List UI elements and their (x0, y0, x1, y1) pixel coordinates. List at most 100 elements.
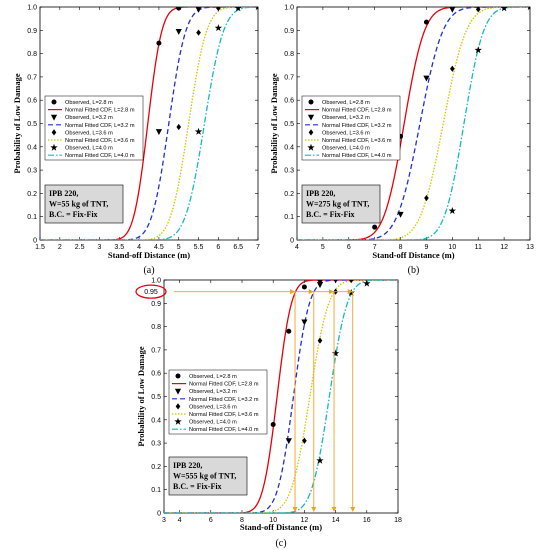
x-tick-label: 4 (295, 244, 299, 251)
annotation-arrow-right (290, 289, 296, 295)
y-tick-label: 0.1 (27, 214, 37, 221)
y-tick-label: 0.8 (151, 324, 161, 331)
observed-point-4 (331, 349, 340, 357)
legend-marker (50, 143, 58, 151)
observed-point-2 (423, 75, 430, 82)
fitted-cdf-line-4 (164, 280, 398, 513)
legend-marker (50, 114, 58, 121)
y-tick-label: 0.2 (27, 191, 37, 198)
x-tick-label: 16 (363, 517, 371, 524)
x-tick-label: 9 (424, 244, 428, 251)
y-tick-label: 0.3 (151, 441, 161, 448)
x-tick-label: 13 (526, 244, 534, 251)
observed-point-3 (216, 7, 221, 12)
observed-point-4 (527, 7, 530, 11)
x-axis-title: Stand-off Distance (m) (108, 250, 190, 260)
observed-point-4 (255, 7, 258, 11)
annotation-arrow-down (331, 507, 337, 512)
legend: Observed, L=2.8 m Normal Fitted CDF, L=2.… (44, 95, 144, 161)
legend-entry-fitted: Normal Fitted CDF, L=3.2 m (322, 123, 392, 129)
fitted-cdf-line-4 (297, 7, 530, 240)
chart-panel-2: 4 5 6 7 8 9 10 11 12 13 0 0.1 0.2 0.3 0.4 0.5 0.6 0.7 0.8 0… (269, 5, 534, 277)
x-tick-label: 6 (347, 244, 351, 251)
observed-point-2 (333, 280, 338, 284)
observed-point-1 (270, 421, 276, 427)
observed-point-2 (397, 211, 404, 218)
legend-entry-observed: Observed, L=2.8 m (322, 100, 370, 106)
observed-point-4 (194, 127, 203, 135)
annotation-arrow-right (329, 289, 335, 295)
info-box-line: W=275 kg of TNT, (306, 200, 369, 209)
y-tick-label: 0.3 (284, 168, 294, 175)
legend-entry-fitted: Normal Fitted CDF, L=2.8 m (322, 108, 392, 114)
y-tick-label: 0.2 (151, 464, 161, 471)
x-tick-label: 5 (321, 244, 325, 251)
observed-point-1 (372, 224, 378, 230)
x-tick-label: 5 (177, 244, 181, 251)
observed-point-2 (285, 438, 292, 445)
legend-entry-observed: Observed, L=4.0 m (65, 146, 113, 152)
legend-entry-observed: Observed, L=4.0 m (189, 420, 237, 426)
y-tick-label: 0 (33, 238, 37, 245)
x-tick-label: 7 (373, 244, 377, 251)
y-tick-label: 0.6 (151, 371, 161, 378)
x-tick-label: 6 (209, 517, 213, 524)
fitted-cdf-line-2 (297, 7, 530, 240)
x-tick-label: 10 (269, 517, 277, 524)
observed-point-2 (301, 319, 308, 326)
x-tick-label: 8 (240, 517, 244, 524)
y-tick-label: 0 (157, 511, 161, 518)
observed-point-4 (474, 46, 482, 54)
plot-area (297, 7, 530, 240)
y-tick-label: 0.5 (27, 121, 37, 128)
info-box-line: B.C. = Fix-Fix (49, 210, 98, 219)
x-tick-label: 14 (332, 517, 340, 524)
info-box-line: B.C. = Fix-Fix (306, 210, 355, 219)
legend-marker (308, 99, 314, 105)
observed-point-4 (448, 207, 457, 215)
y-tick-label: 0.5 (151, 394, 161, 401)
x-tick-label: 6.5 (233, 244, 243, 251)
plot-area (164, 280, 398, 513)
legend-entry-fitted: Normal Fitted CDF, L=4.0 m (322, 153, 392, 159)
chart-panel-3: 3 4 6 8 10 12 14 16 18 0 0.1 0.2 0.3 0.4 0.5 0.6 0.7 0.8 0… (135, 278, 402, 549)
observed-point-4 (363, 280, 371, 287)
info-box-line: IPB 220, (173, 461, 202, 470)
observed-point-1 (423, 19, 429, 25)
observed-point-2 (316, 282, 324, 289)
panel-label: (a) (143, 265, 154, 276)
x-tick-label: 3 (162, 517, 166, 524)
observed-point-1 (176, 7, 182, 11)
annotation-arrow-right (347, 289, 353, 295)
legend-entry-observed: Observed, L=3.2 m (189, 389, 237, 395)
legend-marker (307, 143, 315, 151)
legend-box (301, 95, 401, 161)
x-tick-label: 12 (301, 517, 309, 524)
legend-entry-observed: Observed, L=3.6 m (322, 130, 370, 136)
observed-point-4 (500, 7, 508, 12)
observed-point-2 (195, 7, 202, 13)
y-tick-label: 0.8 (27, 51, 37, 58)
y-tick-label: 0.9 (151, 301, 161, 308)
fitted-cdf-line-3 (164, 280, 398, 513)
x-tick-label: 4.5 (154, 244, 164, 251)
y-tick-label: 0.5 (284, 121, 294, 128)
panel-label: (c) (275, 538, 286, 549)
legend-entry-fitted: Normal Fitted CDF, L=4.0 m (65, 153, 135, 159)
x-tick-label: 4 (178, 517, 182, 524)
fitted-cdf-line-1 (40, 7, 258, 240)
highlight-value-label: 0.95 (144, 289, 158, 296)
legend-entry-fitted: Normal Fitted CDF, L=3.2 m (65, 123, 135, 129)
y-axis-title: Probability of Low Damage (12, 73, 22, 173)
x-tick-label: 12 (500, 244, 508, 251)
info-box-line: W=555 kg of TNT, (173, 472, 236, 481)
info-box-line: B.C. = Fix-Fix (173, 482, 222, 491)
y-tick-label: 0.2 (284, 191, 294, 198)
legend-entry-observed: Observed, L=2.8 m (189, 374, 237, 380)
x-tick-label: 1.5 (35, 244, 45, 251)
x-tick-label: 6 (216, 244, 220, 251)
x-tick-label: 8 (399, 244, 403, 251)
legend-entry-observed: Observed, L=3.6 m (189, 404, 237, 410)
fitted-cdf-line-1 (297, 7, 530, 240)
observed-point-3 (176, 123, 182, 131)
